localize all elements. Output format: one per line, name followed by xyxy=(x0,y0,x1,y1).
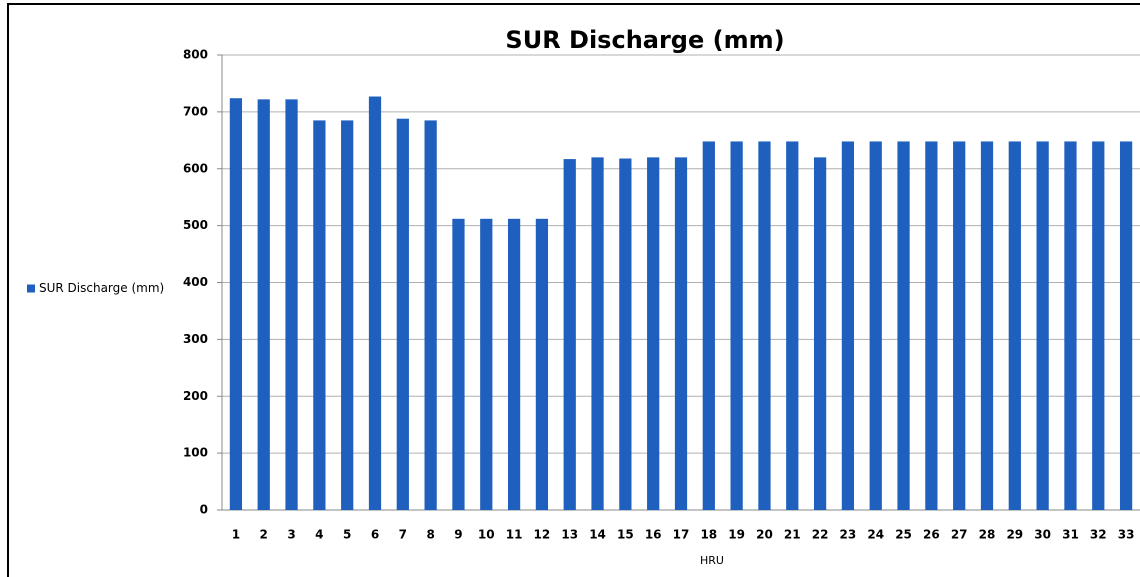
x-tick-label: 24 xyxy=(867,528,884,542)
y-tick-label: 400 xyxy=(183,275,208,289)
y-tick-label: 200 xyxy=(183,389,208,403)
bar xyxy=(285,99,298,511)
x-axis-label: HRU xyxy=(700,554,724,567)
x-tick-label: 32 xyxy=(1090,528,1107,542)
legend-swatch xyxy=(27,284,35,293)
x-tick-label: 21 xyxy=(784,528,801,542)
x-tick-label: 3 xyxy=(287,528,295,542)
bar xyxy=(229,98,243,510)
y-tick-label: 300 xyxy=(183,332,208,346)
bar xyxy=(786,141,799,510)
x-tick-label: 4 xyxy=(315,528,323,542)
x-tick-label: 33 xyxy=(1118,528,1135,542)
bar xyxy=(452,218,465,511)
y-tick-label: 0 xyxy=(200,503,208,517)
bar xyxy=(869,141,882,510)
bar xyxy=(1036,141,1049,510)
x-tick-label: 19 xyxy=(728,528,745,542)
bar xyxy=(257,99,270,511)
bar xyxy=(313,120,326,510)
bar xyxy=(953,141,966,510)
bar xyxy=(841,141,855,510)
x-tick-label: 25 xyxy=(895,528,912,542)
bar xyxy=(925,141,938,510)
bar xyxy=(1064,141,1077,510)
x-tick-label: 26 xyxy=(923,528,940,542)
x-tick-label: 28 xyxy=(979,528,996,542)
x-tick-label: 10 xyxy=(478,528,495,542)
bar xyxy=(674,157,688,510)
x-tick-label: 1 xyxy=(232,528,240,542)
y-tick-label: 100 xyxy=(183,446,208,460)
x-tick-label: 8 xyxy=(426,528,434,542)
x-tick-label: 11 xyxy=(506,528,523,542)
bar xyxy=(980,141,994,510)
bar xyxy=(563,159,576,511)
x-tick-label: 12 xyxy=(534,528,551,542)
x-tick-label: 9 xyxy=(454,528,462,542)
legend-label: SUR Discharge (mm) xyxy=(39,281,164,295)
x-tick-label: 6 xyxy=(371,528,379,542)
y-tick-label: 500 xyxy=(183,218,208,232)
x-tick-label: 14 xyxy=(589,528,606,542)
bar xyxy=(1119,141,1133,510)
bar xyxy=(897,141,910,510)
x-tick-label: 17 xyxy=(673,528,690,542)
x-tick-label: 5 xyxy=(343,528,351,542)
bar xyxy=(813,157,827,510)
bar xyxy=(730,141,743,510)
bar xyxy=(535,218,549,511)
bar xyxy=(480,218,493,511)
x-tick-label: 7 xyxy=(399,528,407,542)
x-tick-label: 2 xyxy=(260,528,268,542)
bar xyxy=(396,118,409,510)
bar xyxy=(591,157,604,510)
bar xyxy=(341,120,354,510)
bar xyxy=(758,141,771,510)
bar xyxy=(619,158,632,510)
bar xyxy=(368,96,382,511)
y-tick-label: 700 xyxy=(183,104,208,118)
x-tick-label: 22 xyxy=(812,528,829,542)
chart-title: SUR Discharge (mm) xyxy=(505,26,784,54)
bar xyxy=(1092,141,1105,510)
bar xyxy=(647,157,660,510)
bar xyxy=(507,218,521,511)
y-tick-label: 600 xyxy=(183,161,208,175)
x-tick-label: 18 xyxy=(700,528,717,542)
bar xyxy=(1008,141,1021,510)
x-tick-label: 27 xyxy=(951,528,968,542)
y-tick-label: 800 xyxy=(183,48,208,62)
x-tick-label: 30 xyxy=(1034,528,1051,542)
x-tick-label: 16 xyxy=(645,528,662,542)
x-tick-label: 20 xyxy=(756,528,773,542)
bar xyxy=(424,120,437,510)
x-tick-label: 29 xyxy=(1006,528,1023,542)
x-tick-label: 23 xyxy=(840,528,857,542)
x-tick-label: 15 xyxy=(617,528,634,542)
bar xyxy=(702,141,715,510)
x-tick-label: 13 xyxy=(561,528,578,542)
x-tick-label: 31 xyxy=(1062,528,1079,542)
